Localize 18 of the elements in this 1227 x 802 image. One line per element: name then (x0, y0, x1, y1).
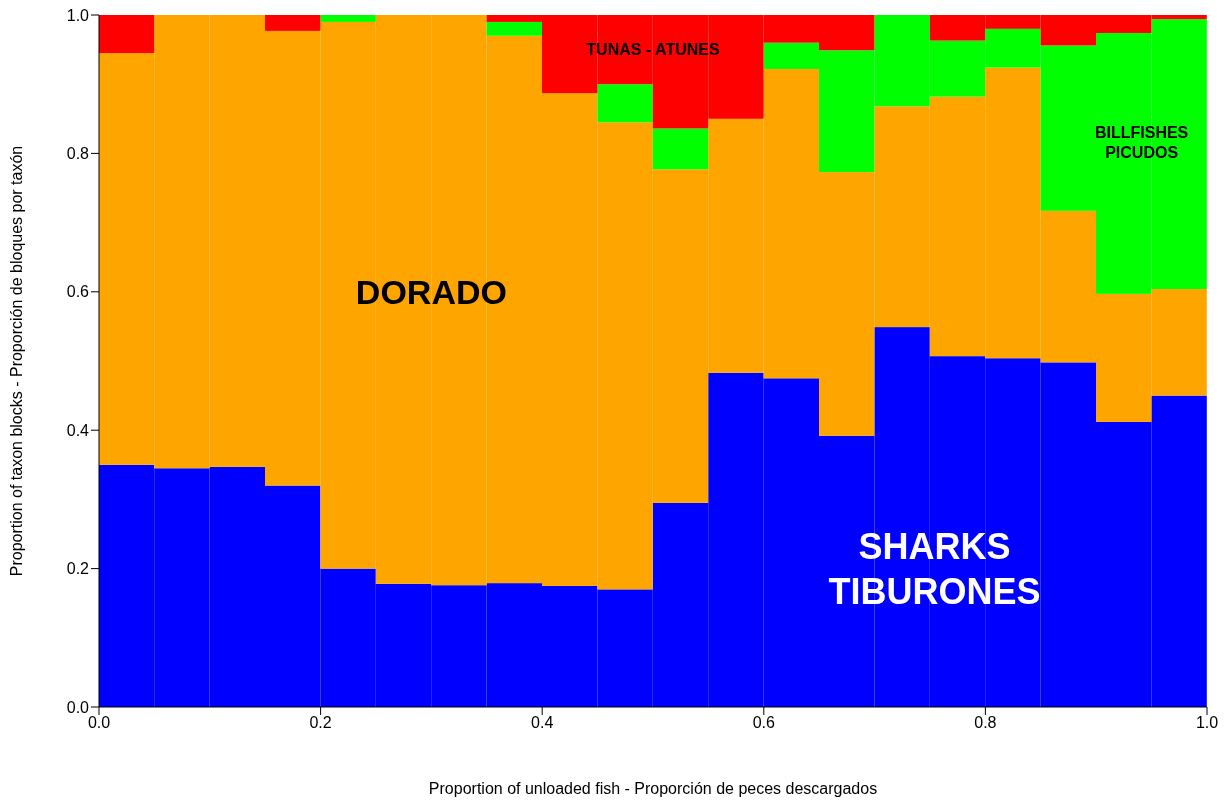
x-tick-label: 0.6 (752, 714, 776, 732)
y-tick-label: 1.0 (66, 6, 90, 24)
y-tick-label: 0.4 (66, 421, 90, 439)
y-tick-label: 0.6 (66, 283, 90, 301)
x-tick-label: 0.4 (531, 714, 554, 732)
series-label: DORADO (355, 271, 507, 313)
x-tick-label: 0.2 (309, 714, 332, 732)
y-tick-label: 0.2 (66, 560, 90, 578)
x-tick-label: 0.8 (974, 714, 997, 732)
y-axis-title: Proportion of taxon blocks - Proporción de bloques por taxón (7, 145, 25, 577)
series-label: BILLFISHES PICUDOS (1094, 123, 1189, 163)
x-tick-label: 0.0 (87, 714, 111, 732)
x-tick-label: 1.0 (1195, 714, 1219, 732)
y-tick-label: 0.8 (66, 145, 90, 163)
series-label: SHARKS TIBURONES (828, 524, 1041, 614)
series-label: TUNAS - ATUNES (586, 39, 720, 60)
y-tick-label: 0.0 (66, 698, 90, 716)
x-axis-title: Proportion of unloaded fish - Proporción de peces descargados (428, 780, 878, 797)
